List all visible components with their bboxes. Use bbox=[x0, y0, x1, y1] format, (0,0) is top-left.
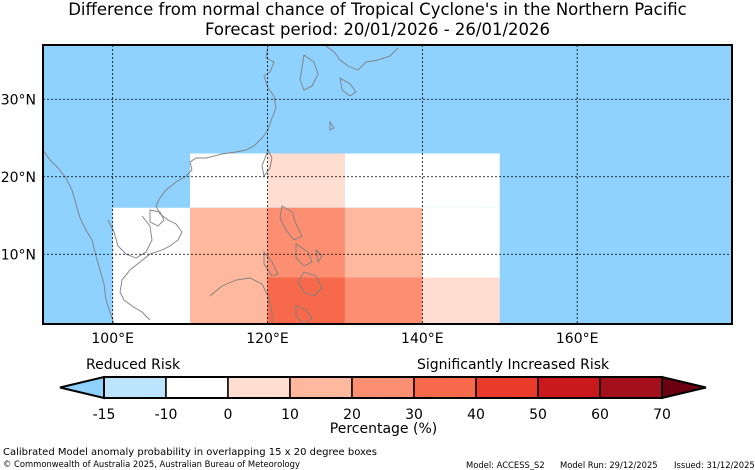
probability-cell-6 bbox=[344, 153, 423, 208]
coastlines bbox=[42, 44, 399, 325]
colorbar-segment-6 bbox=[475, 376, 539, 399]
reduced-risk-label: Reduced Risk bbox=[86, 357, 181, 373]
coastline-japan bbox=[325, 45, 399, 131]
coastline-borneo bbox=[209, 277, 273, 324]
coastline-philippines-luzon bbox=[279, 205, 303, 241]
lon-tick-120: 120°E bbox=[246, 331, 289, 347]
coastline-indochina-west bbox=[42, 149, 115, 325]
colorbar-segment-7 bbox=[537, 376, 601, 399]
coastline-philippines-visayas bbox=[295, 243, 323, 267]
colorbar-over-arrow bbox=[661, 375, 707, 400]
colorbar-label: Percentage (%) bbox=[329, 421, 438, 437]
colorbar-tick: 30 bbox=[405, 407, 423, 423]
map-title: Difference from normal chance of Tropica… bbox=[68, 0, 687, 19]
colorbar-segment-2 bbox=[227, 376, 291, 399]
longitude-ticks: 100°E 120°E 140°E 160°E bbox=[91, 331, 598, 347]
footer-model: Model: ACCESS_S2 bbox=[466, 460, 545, 470]
probability-cell-0 bbox=[112, 207, 191, 324]
probability-cell-9 bbox=[422, 153, 500, 208]
probability-cell-11 bbox=[422, 277, 500, 324]
colorbar-tick: 40 bbox=[467, 407, 485, 423]
coastline-palawan bbox=[263, 250, 279, 277]
coastline-sulawesi bbox=[295, 305, 313, 325]
lon-tick-140: 140°E bbox=[401, 331, 444, 347]
colorbar-tick: -15 bbox=[92, 407, 116, 423]
colorbar-tick: 20 bbox=[343, 407, 361, 423]
colorbar-tick: 50 bbox=[529, 407, 547, 423]
colorbar-under-arrow bbox=[59, 375, 105, 400]
footer-copyright: © Commonwealth of Australia 2025, Austra… bbox=[3, 459, 300, 469]
colorbar-tick: 60 bbox=[591, 407, 609, 423]
colorbar-segment-5 bbox=[413, 376, 477, 399]
coastline-gulf-of-thailand bbox=[107, 215, 153, 259]
lat-tick-20: 20°N bbox=[1, 170, 36, 186]
lon-tick-160: 160°E bbox=[556, 331, 599, 347]
probability-cell-5 bbox=[267, 277, 345, 324]
colorbar-segment-4 bbox=[351, 376, 415, 399]
probability-cell-3 bbox=[267, 153, 345, 208]
lat-tick-10: 10°N bbox=[1, 247, 36, 263]
colorbar-tick: 70 bbox=[653, 407, 671, 423]
colorbar-frame bbox=[103, 376, 663, 399]
colorbar-segment-8 bbox=[599, 376, 663, 399]
coastline-hainan bbox=[149, 209, 165, 227]
footer-description: Calibrated Model anomaly probability in … bbox=[3, 447, 378, 458]
lat-tick-30: 30°N bbox=[1, 92, 36, 108]
colorbar-tick: -10 bbox=[154, 407, 178, 423]
colorbar-segment-0 bbox=[103, 376, 167, 399]
probability-cell-8 bbox=[344, 277, 423, 324]
coastline-taiwan bbox=[261, 148, 273, 178]
colorbar-segment-3 bbox=[289, 376, 353, 399]
probability-cell-1 bbox=[190, 153, 268, 208]
probability-cell-7 bbox=[344, 207, 423, 278]
coastline-mainland-asia bbox=[119, 44, 277, 321]
probability-cell-10 bbox=[422, 207, 500, 278]
probability-cell-2 bbox=[190, 207, 268, 324]
colorbar-segments bbox=[103, 376, 663, 399]
coastline-philippines-mindanao bbox=[297, 271, 323, 297]
forecast-period: Forecast period: 20/01/2026 - 26/01/2026 bbox=[204, 20, 551, 39]
probability-cells bbox=[112, 153, 500, 324]
colorbar-segment-1 bbox=[165, 376, 229, 399]
lon-tick-100: 100°E bbox=[91, 331, 134, 347]
increased-risk-label: Significantly Increased Risk bbox=[417, 357, 610, 373]
colorbar-tick: 10 bbox=[281, 407, 299, 423]
map-frame bbox=[42, 44, 733, 325]
footer-issued: Issued: 31/12/2025 bbox=[674, 460, 755, 470]
footer-model-run: Model Run: 29/12/2025 bbox=[560, 460, 658, 470]
gridlines bbox=[43, 45, 732, 324]
latitude-ticks: 30°N 20°N 10°N bbox=[1, 92, 36, 263]
coastline-korea bbox=[299, 54, 319, 91]
colorbar-tick: 0 bbox=[223, 407, 233, 423]
